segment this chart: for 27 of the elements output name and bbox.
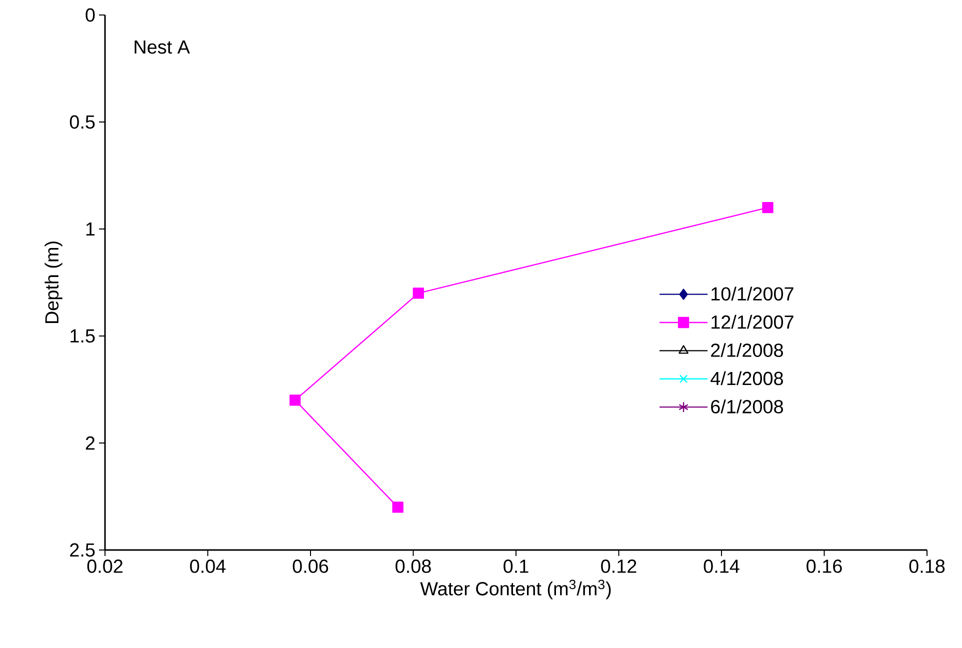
y-tick-label: 1 [86,222,95,236]
y-tick-label: 1.5 [70,329,95,343]
x-tick-label: 0.06 [292,560,328,573]
point [412,288,424,299]
legend-label: 10/1/2007 [712,286,794,301]
x-axis-title: Water Content (m$^{3}$/m$^{3}$) [420,580,611,600]
annotation: Nest A [134,40,190,54]
x-tick-label: 0.08 [396,560,431,573]
x-tick-label: 0.16 [806,560,842,573]
legend-label: 4/1/2008 [710,371,783,386]
x-tick-label: 0.18 [909,560,945,573]
x-tick-label: 0.14 [704,560,740,573]
y-tick-label: 0.5 [70,115,95,129]
y-tick-label: 2 [86,436,95,450]
y-tick-label: 0 [86,8,95,22]
x-tick-label: 0.1 [504,560,528,573]
legend-label: 6/1/2008 [711,399,783,414]
y-axis-title: Depth (m) [44,242,62,324]
y-tick-label: 2.5 [70,543,95,557]
x-tick-label: 0.02 [87,560,122,573]
point [290,394,301,406]
point [762,202,774,214]
legend-label: 2/1/2008 [711,343,783,357]
x-tick-label: 0.12 [601,560,636,573]
point [392,502,404,513]
x-tick-label: 0.04 [190,560,226,573]
legend-label: 12/1/2007 [712,314,794,329]
